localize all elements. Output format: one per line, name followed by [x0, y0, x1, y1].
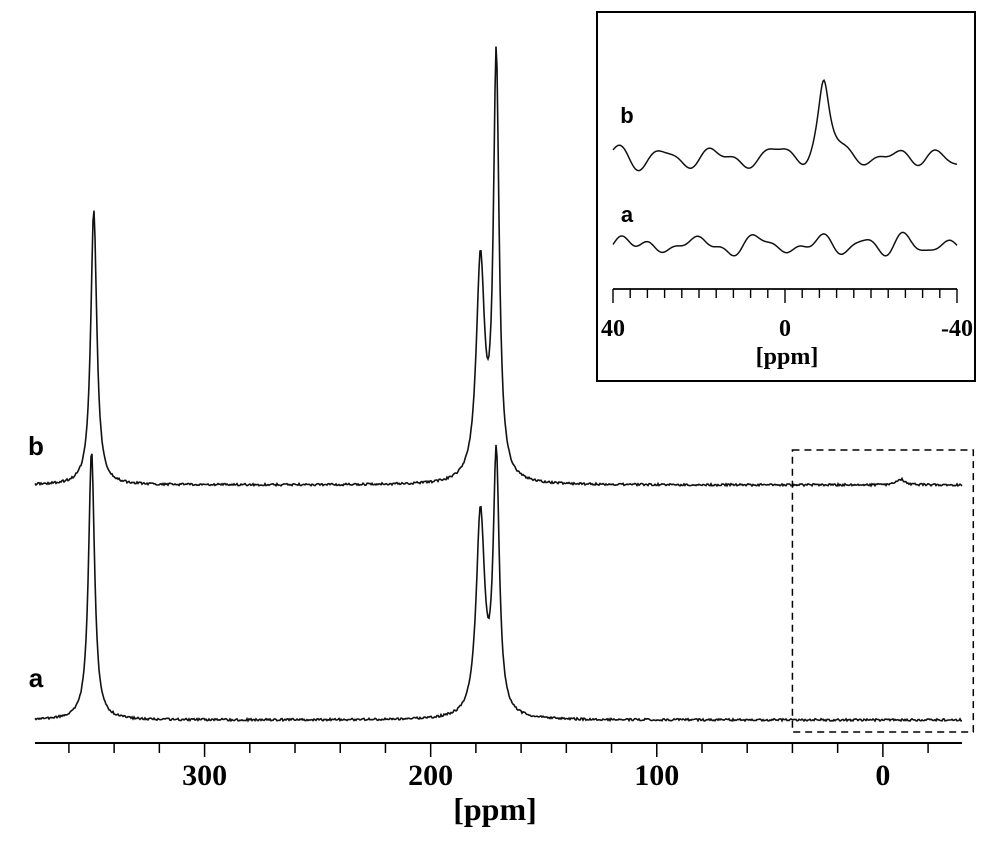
inset-traces — [612, 79, 958, 257]
series-label-b: b — [28, 431, 44, 461]
inset-series-label-a: a — [621, 202, 634, 227]
zoom-region-box — [791, 449, 975, 733]
x-tick-label: 100 — [634, 759, 679, 792]
spectrum-trace-a — [34, 444, 963, 723]
inset-x-tick-label: -40 — [941, 316, 973, 342]
inset-trace-b — [612, 79, 958, 172]
inset-trace-a — [612, 231, 958, 257]
main-plot: ab 300 200 100 0 [ppm] — [28, 46, 975, 827]
inset-series-labels: ab — [620, 103, 634, 227]
inset-plot: ab 40 0 -40 [ppm] — [596, 11, 976, 382]
inset-series-label-b: b — [620, 103, 633, 128]
series-label-a: a — [29, 663, 44, 693]
main-x-axis-title: [ppm] — [453, 791, 537, 827]
main-x-axis: 300 200 100 0 — [35, 742, 962, 792]
inset-frame — [596, 11, 976, 382]
inset-x-tick-label: 40 — [601, 316, 625, 342]
inset-x-axis: 40 0 -40 — [601, 288, 973, 342]
main-traces — [34, 46, 963, 723]
x-tick-label: 200 — [408, 759, 453, 792]
main-series-labels: ab — [28, 431, 44, 693]
x-tick-label: 300 — [182, 759, 227, 792]
inset-x-axis-title: [ppm] — [756, 344, 819, 370]
x-tick-label: 0 — [875, 759, 890, 792]
inset-x-tick-label: 0 — [779, 316, 791, 342]
spectrum-trace-b — [34, 46, 963, 488]
